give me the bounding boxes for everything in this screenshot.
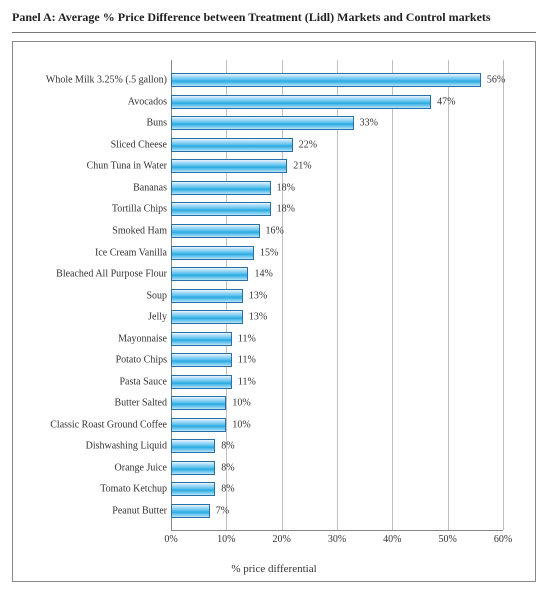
category-label: Sliced Cheese [31, 139, 167, 150]
data-label: 13% [249, 290, 267, 301]
category-label: Buns [31, 118, 167, 129]
data-label: 10% [232, 398, 250, 409]
bar [171, 202, 271, 216]
category-label: Avocados [31, 96, 167, 107]
bar [171, 396, 226, 410]
bar [171, 353, 232, 367]
bar [171, 246, 254, 260]
x-axis-label: % price differential [13, 561, 535, 581]
data-label: 14% [254, 269, 272, 280]
data-label: 11% [238, 376, 256, 387]
data-label: 8% [221, 441, 234, 452]
data-label: 33% [360, 118, 378, 129]
x-tick-label: 40% [383, 534, 401, 545]
gridline [448, 60, 449, 530]
bar [171, 138, 293, 152]
bar [171, 418, 226, 432]
bar [171, 310, 243, 324]
category-label: Classic Roast Ground Coffee [31, 419, 167, 430]
category-label: Whole Milk 3.25% (.5 gallon) [31, 75, 167, 86]
page-root: Panel A: Average % Price Difference betw… [0, 0, 548, 590]
category-label: Butter Salted [31, 398, 167, 409]
data-label: 47% [437, 96, 455, 107]
panel-title: Panel A: Average % Price Difference betw… [12, 10, 536, 33]
data-label: 13% [249, 312, 267, 323]
data-label: 7% [216, 505, 229, 516]
category-label: Chun Tuna in Water [31, 161, 167, 172]
bar [171, 95, 431, 109]
bar [171, 461, 215, 475]
data-label: 11% [238, 355, 256, 366]
category-label: Bananas [31, 182, 167, 193]
chart-area: 0% 10% 20% 30% 40% 50% 60% Whole Milk 3.25% (.5… [31, 60, 517, 561]
data-label: 8% [221, 462, 234, 473]
category-label: Pasta Sauce [31, 376, 167, 387]
category-label: Potato Chips [31, 355, 167, 366]
bar [171, 224, 260, 238]
data-label: 16% [266, 226, 284, 237]
bar [171, 375, 232, 389]
gridline [503, 60, 504, 530]
data-label: 10% [232, 419, 250, 430]
x-tick-label: 20% [272, 534, 290, 545]
bar [171, 73, 481, 87]
x-tick-label: 30% [328, 534, 346, 545]
bar [171, 482, 215, 496]
bar [171, 116, 354, 130]
data-label: 15% [260, 247, 278, 258]
data-label: 22% [299, 139, 317, 150]
bar [171, 159, 287, 173]
category-label: Dishwashing Liquid [31, 441, 167, 452]
x-axis-line [171, 530, 503, 531]
x-tick-label: 60% [494, 534, 512, 545]
category-label: Smoked Ham [31, 226, 167, 237]
gridline [392, 60, 393, 530]
category-label: Ice Cream Vanilla [31, 247, 167, 258]
x-tick-label: 0% [164, 534, 177, 545]
category-label: Mayonnaise [31, 333, 167, 344]
data-label: 18% [277, 182, 295, 193]
x-tick-label: 10% [217, 534, 235, 545]
data-label: 56% [487, 75, 505, 86]
data-label: 18% [277, 204, 295, 215]
bar [171, 332, 232, 346]
category-label: Tortilla Chips [31, 204, 167, 215]
x-tick-label: 50% [438, 534, 456, 545]
bar [171, 439, 215, 453]
category-label: Soup [31, 290, 167, 301]
data-label: 11% [238, 333, 256, 344]
category-label: Bleached All Purpose Flour [31, 269, 167, 280]
bar [171, 181, 271, 195]
category-label: Tomato Ketchup [31, 484, 167, 495]
bar [171, 289, 243, 303]
category-label: Jelly [31, 312, 167, 323]
data-label: 21% [293, 161, 311, 172]
category-label: Peanut Butter [31, 505, 167, 516]
category-label: Orange Juice [31, 462, 167, 473]
plot-frame: 0% 10% 20% 30% 40% 50% 60% Whole Milk 3.25% (.5… [12, 41, 536, 582]
bar [171, 504, 210, 518]
bar [171, 267, 248, 281]
data-label: 8% [221, 484, 234, 495]
